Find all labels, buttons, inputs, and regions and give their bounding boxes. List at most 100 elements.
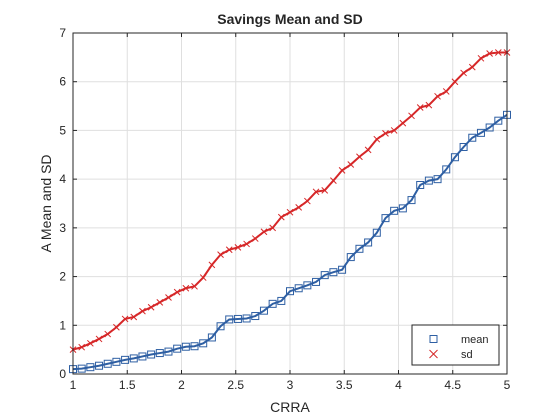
x-tick-label: 4 <box>395 378 402 392</box>
data-point-mean <box>138 352 147 361</box>
data-point-mean <box>355 244 364 253</box>
data-point-mean <box>190 342 199 351</box>
x-axis-label: CRRA <box>270 399 310 415</box>
data-point-sd <box>243 240 250 248</box>
data-point-mean <box>312 277 321 286</box>
data-point-mean <box>338 265 347 274</box>
data-point-sd <box>494 49 502 56</box>
data-point-mean <box>129 354 138 363</box>
legend-sd-label: sd <box>461 349 473 361</box>
y-tick-label: 7 <box>59 26 66 40</box>
data-point-sd <box>486 50 493 57</box>
data-point-sd <box>330 177 337 184</box>
data-point-mean <box>346 253 355 262</box>
x-tick-label: 5 <box>504 378 511 392</box>
legend-box <box>411 324 500 366</box>
data-point-sd <box>312 188 320 196</box>
data-point-sd <box>442 88 450 95</box>
data-point-mean <box>233 314 242 323</box>
data-point-sd <box>156 299 164 306</box>
x-tick-label: 2.5 <box>227 378 244 392</box>
y-tick-label: 4 <box>59 172 66 186</box>
x-tick-label: 2 <box>178 378 185 392</box>
data-point-sd <box>356 153 363 161</box>
data-point-mean <box>277 296 286 305</box>
data-point-mean <box>294 284 303 293</box>
data-point-mean <box>329 268 338 277</box>
data-point-mean <box>225 315 234 324</box>
data-point-sd <box>113 323 120 331</box>
data-point-sd <box>364 146 372 154</box>
data-point-mean <box>494 116 503 125</box>
data-point-sd <box>304 197 311 205</box>
y-tick-label: 5 <box>59 123 66 137</box>
data-point-mean <box>86 363 95 372</box>
data-point-sd <box>217 251 224 259</box>
data-point-sd <box>460 69 467 77</box>
data-point-sd <box>260 228 268 236</box>
data-point-mean <box>459 142 468 151</box>
data-point-sd <box>104 330 112 338</box>
x-tick-label: 1.5 <box>119 378 136 392</box>
data-point-sd <box>130 313 138 321</box>
data-point-mean <box>181 342 190 351</box>
data-point-mean <box>251 312 260 321</box>
data-point-mean <box>286 287 294 296</box>
data-point-sd <box>234 243 242 251</box>
series-markers <box>69 49 511 374</box>
data-point-mean <box>199 339 208 348</box>
data-point-sd <box>468 63 476 71</box>
data-point-sd <box>251 235 259 242</box>
data-point-mean <box>268 299 277 308</box>
data-point-sd <box>269 224 276 232</box>
data-point-mean <box>303 281 312 290</box>
data-point-mean <box>320 271 329 280</box>
y-tick-label: 2 <box>59 270 66 284</box>
data-point-sd <box>347 161 355 168</box>
x-tick-label: 4.5 <box>444 378 461 392</box>
data-point-sd <box>182 284 190 292</box>
x-tick-label: 3.5 <box>336 378 353 392</box>
data-point-mean <box>390 206 399 215</box>
legend-mean-marker <box>429 335 438 343</box>
y-tick-label: 1 <box>59 318 66 332</box>
data-point-sd <box>139 307 146 315</box>
data-point-mean <box>173 344 182 353</box>
data-point-mean <box>147 350 156 359</box>
y-tick-label: 6 <box>59 75 66 89</box>
data-point-sd <box>321 186 329 194</box>
data-point-sd <box>338 167 346 174</box>
data-point-mean <box>468 133 477 142</box>
data-point-sd <box>416 104 424 111</box>
data-point-sd <box>295 204 303 211</box>
x-tick-label: 3 <box>287 378 294 392</box>
data-point-sd <box>451 78 459 86</box>
data-point-mean <box>207 333 216 342</box>
y-tick-label: 3 <box>59 221 66 235</box>
data-point-sd <box>225 246 233 254</box>
data-point-mean <box>103 359 112 368</box>
data-point-sd <box>208 261 216 269</box>
y-axis-label: A Mean and SD <box>38 154 54 252</box>
data-point-mean <box>442 165 451 174</box>
data-point-mean <box>398 204 407 213</box>
data-point-sd <box>165 294 172 301</box>
data-point-mean <box>407 196 416 205</box>
data-point-mean <box>476 128 485 137</box>
legend: mean sd <box>411 324 500 366</box>
y-tick-label: 0 <box>59 367 66 381</box>
data-point-mean <box>112 357 121 366</box>
data-point-sd <box>121 315 129 323</box>
data-point-mean <box>364 238 373 247</box>
data-point-mean <box>381 214 390 223</box>
data-point-sd <box>78 343 86 351</box>
data-point-mean <box>259 306 268 315</box>
data-point-sd <box>147 303 155 311</box>
data-point-mean <box>433 175 442 184</box>
data-point-sd <box>87 339 94 347</box>
data-point-sd <box>382 129 389 137</box>
data-point-sd <box>408 112 415 120</box>
data-point-mean <box>216 322 225 331</box>
data-point-mean <box>416 180 425 189</box>
